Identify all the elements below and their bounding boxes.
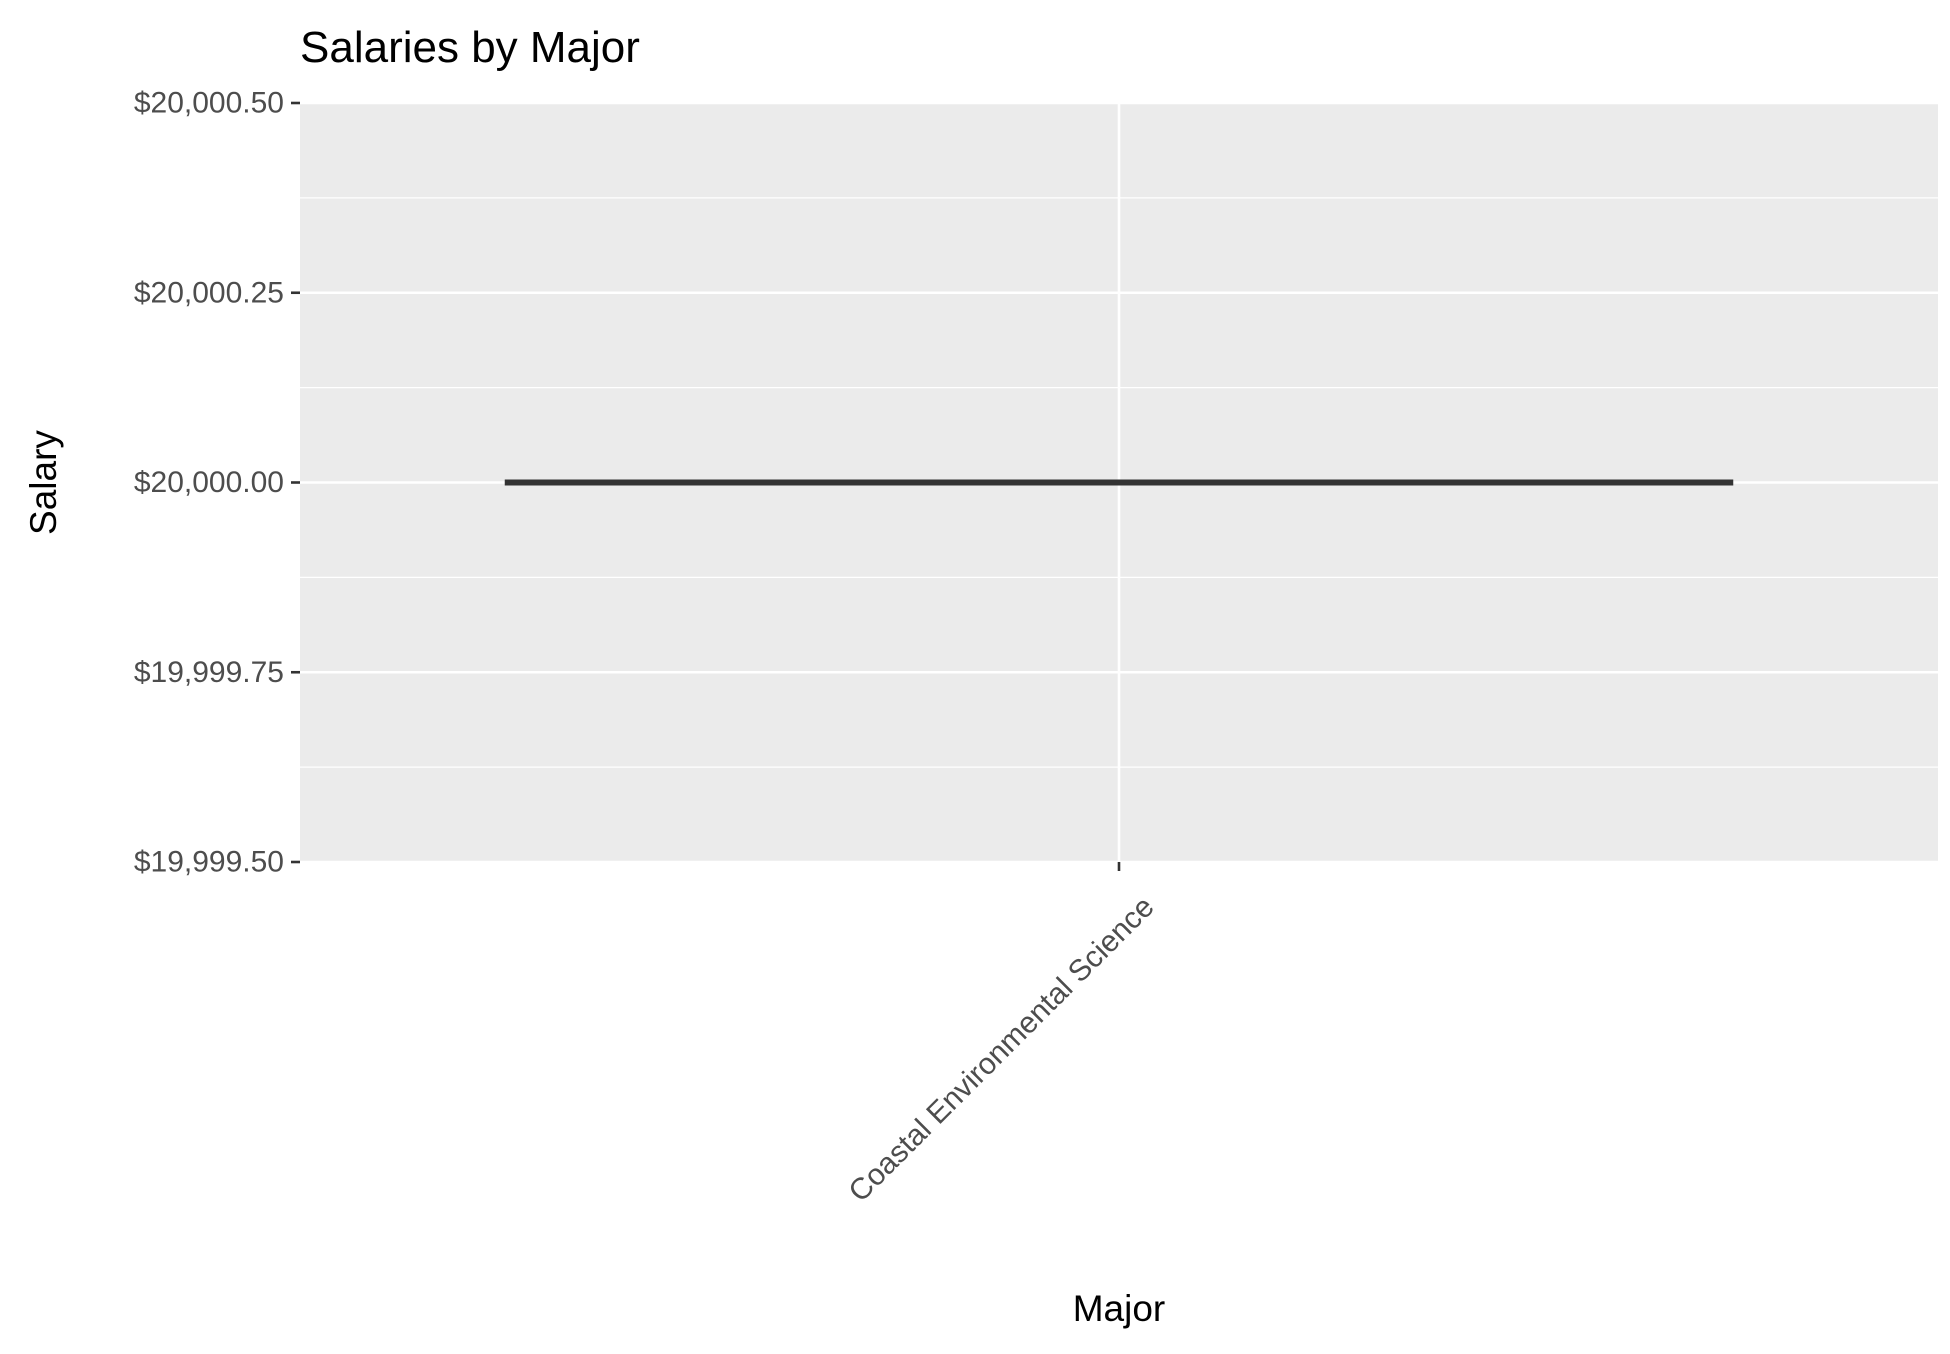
x-axis-title: Major [1073,1288,1166,1329]
y-tick-label: $20,000.25 [134,276,284,309]
y-tick-label: $19,999.75 [134,656,284,689]
y-axis-title: Salary [23,430,64,535]
y-tick-label: $19,999.50 [134,846,284,879]
chart-title: Salaries by Major [300,23,640,72]
x-tick-label: Coastal Environmental Science [843,890,1161,1208]
y-tick-label: $20,000.00 [134,466,284,499]
y-tick-label: $20,000.50 [134,87,284,120]
